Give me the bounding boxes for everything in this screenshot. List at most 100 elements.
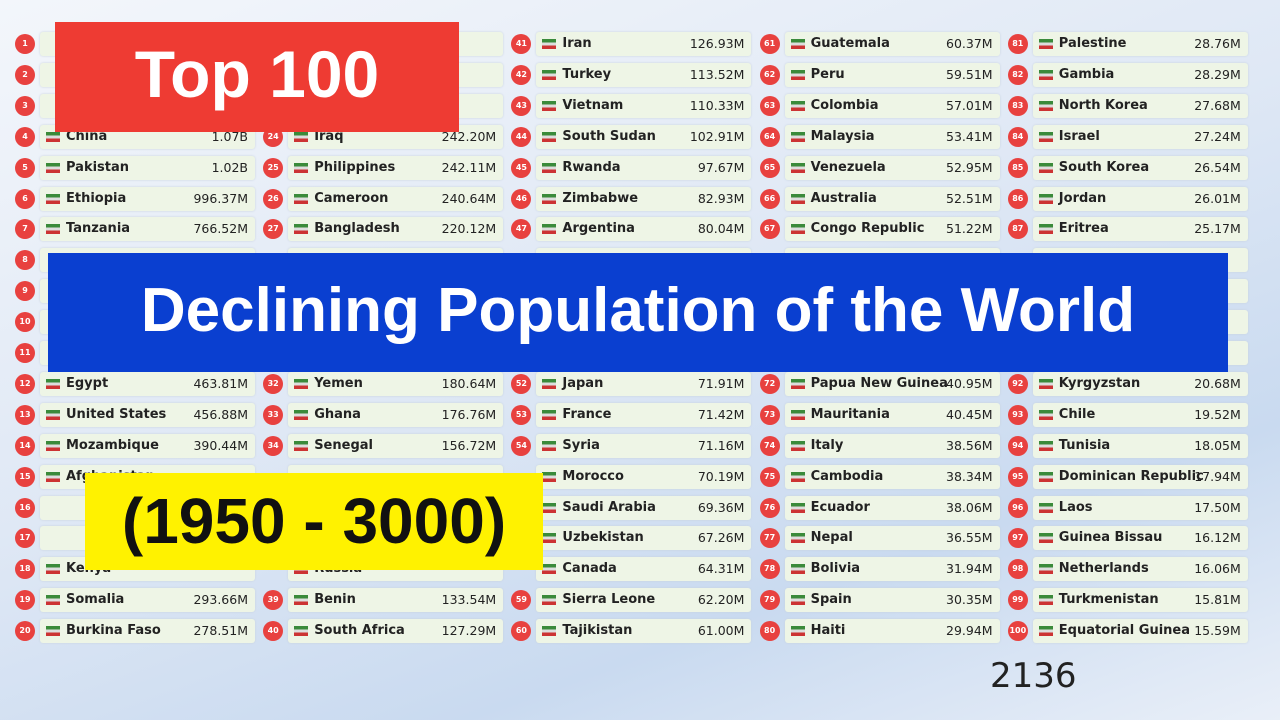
population-value: 38.34M bbox=[946, 468, 993, 484]
row-cell bbox=[40, 433, 255, 458]
rank-badge: 84 bbox=[1007, 126, 1028, 147]
flag bbox=[790, 39, 805, 49]
country-name: Jordan bbox=[1058, 190, 1107, 206]
country-name: Argentina bbox=[562, 221, 635, 237]
country-name: Rwanda bbox=[562, 159, 621, 175]
country-name: Nepal bbox=[810, 530, 853, 546]
country-name: Uzbekistan bbox=[562, 530, 644, 546]
rank-badge: 5 bbox=[15, 157, 35, 178]
rank-badge: 96 bbox=[1007, 497, 1028, 518]
country-name: Spain bbox=[810, 592, 852, 608]
flag bbox=[542, 409, 557, 420]
rank-badge: 54 bbox=[511, 435, 532, 456]
rank-badge: 85 bbox=[1007, 157, 1028, 178]
flag bbox=[46, 471, 60, 482]
population-value: 19.52M bbox=[1194, 406, 1241, 422]
population-value: 17.50M bbox=[1194, 499, 1241, 515]
flag bbox=[1038, 131, 1053, 142]
country-name: Eritrea bbox=[1058, 221, 1109, 237]
row-cell bbox=[536, 62, 752, 87]
rank-badge: 12 bbox=[15, 373, 35, 394]
flag bbox=[294, 162, 309, 173]
flag bbox=[1038, 502, 1053, 513]
country-name: Gambia bbox=[1058, 66, 1115, 82]
population-value: 18.05M bbox=[1194, 437, 1241, 453]
row-cell bbox=[288, 217, 504, 242]
flag bbox=[1038, 162, 1053, 173]
row-cell bbox=[784, 93, 1000, 118]
population-value: 26.54M bbox=[1194, 159, 1241, 175]
year: 2136 bbox=[990, 656, 1077, 696]
rank-badge: 33 bbox=[263, 404, 284, 425]
rank-badge: 61 bbox=[759, 34, 780, 54]
row-cell bbox=[536, 557, 752, 582]
flag bbox=[790, 533, 805, 544]
population-value: 64.31M bbox=[697, 561, 745, 577]
country-name: Saudi Arabia bbox=[562, 499, 656, 515]
country-name: Sierra Leone bbox=[562, 592, 656, 608]
population-value: 38.56M bbox=[946, 437, 993, 453]
row-cell bbox=[784, 588, 1000, 613]
country-name: Turkey bbox=[562, 66, 612, 82]
flag bbox=[1038, 471, 1053, 482]
row-cell bbox=[536, 588, 752, 613]
population-value: 80.04M bbox=[697, 221, 745, 237]
rank-badge: 59 bbox=[511, 590, 532, 611]
country-name: Netherlands bbox=[1058, 561, 1149, 577]
flag bbox=[294, 626, 309, 637]
population-value: 242.11M bbox=[441, 159, 497, 175]
population-value: 240.64M bbox=[441, 190, 497, 206]
flag bbox=[1038, 564, 1053, 575]
country-name: Papua New Guinea bbox=[810, 375, 948, 391]
country-name: Iran bbox=[562, 36, 592, 51]
population-value: 25.17M bbox=[1194, 221, 1241, 237]
flag bbox=[1038, 626, 1053, 637]
rank-badge: 6 bbox=[15, 188, 35, 209]
rank-badge: 92 bbox=[1007, 373, 1028, 394]
row-cell bbox=[288, 619, 504, 644]
rank-badge: 75 bbox=[759, 466, 780, 487]
rank-badge: 64 bbox=[759, 126, 780, 147]
country-name: Somalia bbox=[66, 592, 125, 608]
flag bbox=[790, 595, 805, 606]
rank-badge: 66 bbox=[759, 188, 780, 209]
rank-badge: 45 bbox=[511, 157, 532, 178]
population-value: 180.64M bbox=[441, 375, 497, 391]
rank-badge: 78 bbox=[759, 559, 780, 580]
flag bbox=[1038, 595, 1053, 606]
flag bbox=[294, 440, 309, 451]
flag bbox=[790, 162, 805, 173]
country-name: Egypt bbox=[66, 375, 109, 391]
population-value: 26.01M bbox=[1194, 190, 1241, 206]
row-cell bbox=[1032, 588, 1248, 613]
rank-badge: 7 bbox=[15, 219, 35, 240]
rank-badge: 44 bbox=[511, 126, 532, 147]
population-value: 82.93M bbox=[697, 190, 745, 206]
population-value: 127.29M bbox=[441, 623, 497, 639]
row-cell bbox=[784, 526, 1000, 551]
rank-badge: 52 bbox=[511, 373, 532, 394]
country-name: Benin bbox=[314, 592, 356, 608]
flag bbox=[46, 224, 60, 235]
population-value: 110.33M bbox=[689, 97, 745, 113]
rank-badge: 40 bbox=[263, 621, 284, 642]
rank-badge: 25 bbox=[263, 157, 284, 178]
population-value: 15.81M bbox=[1194, 592, 1241, 608]
flag bbox=[790, 69, 805, 80]
rank-badge: 39 bbox=[263, 590, 284, 611]
country-name: Pakistan bbox=[66, 159, 130, 175]
flag bbox=[542, 69, 557, 80]
row-cell bbox=[536, 526, 752, 551]
country-name: Guatemala bbox=[810, 36, 890, 51]
flag bbox=[542, 193, 557, 204]
rank-badge: 13 bbox=[15, 404, 35, 425]
flag bbox=[542, 162, 557, 173]
row-cell bbox=[536, 464, 752, 489]
population-value: 36.55M bbox=[946, 530, 993, 546]
population-value: 52.95M bbox=[946, 159, 993, 175]
flag bbox=[294, 193, 309, 204]
country-name: Mozambique bbox=[66, 437, 159, 453]
row-cell bbox=[40, 619, 255, 644]
row-cell bbox=[784, 402, 1000, 427]
